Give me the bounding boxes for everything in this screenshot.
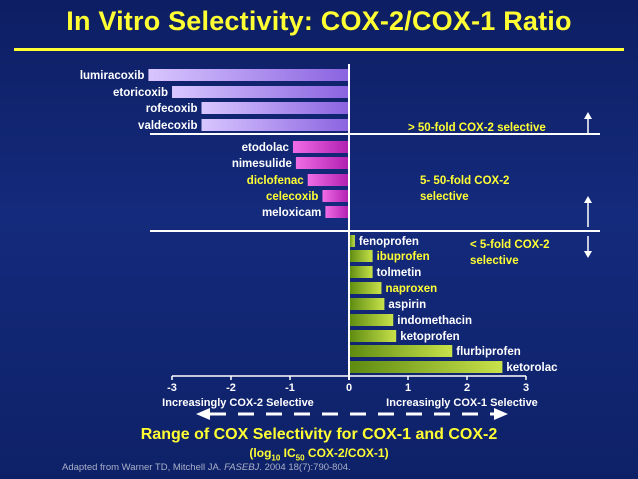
bar-label-ketorolac: ketorolac (506, 362, 558, 374)
bar-ibuprofen (349, 250, 373, 262)
group-label-5-50fold-line-1: 5- 50-fold COX-2 (420, 175, 509, 187)
bar-flurbiprofen (349, 345, 453, 357)
group-label-5-50fold-line-2: selective (420, 191, 469, 203)
subcaption-sub2: 50 (295, 453, 305, 463)
bar-etoricoxib (172, 86, 349, 98)
slide-title: In Vitro Selectivity: COX-2/COX-1 Ratio (66, 6, 572, 36)
x-tick-label: -1 (285, 382, 295, 394)
x-tick-label: -3 (167, 382, 177, 394)
bar-label-fenoprofen: fenoprofen (359, 236, 419, 248)
bar-label-ketoprofen: ketoprofen (400, 331, 459, 343)
source-journal: FASEBJ (224, 462, 260, 473)
bar-label-tolmetin: tolmetin (377, 267, 422, 279)
x-tick-label: 3 (523, 382, 529, 394)
bar-ketoprofen (349, 330, 397, 342)
bar-rofecoxib (201, 102, 349, 114)
bar-label-nimesulide: nimesulide (232, 158, 292, 170)
bar-label-etodolac: etodolac (242, 142, 290, 154)
axis-right-label: Increasingly COX-1 Selective (386, 397, 538, 409)
bar-label-aspirin: aspirin (388, 299, 426, 311)
group-label-50fold: > 50-fold COX-2 selective (408, 122, 546, 134)
bar-etodolac (292, 141, 349, 153)
x-tick-label: 1 (405, 382, 411, 394)
arrow-right-head (494, 408, 508, 420)
bar-label-diclofenac: diclofenac (247, 175, 304, 187)
source-citation: Adapted from Warner TD, Mitchell JA. FAS… (62, 462, 351, 473)
bar-aspirin (349, 298, 385, 310)
group-arrow-50fold-head (584, 112, 592, 119)
arrow-left-head (196, 408, 210, 420)
group-label-under5fold-line-1: < 5-fold COX-2 (470, 239, 550, 251)
bar-valdecoxib (201, 119, 349, 131)
bar-nimesulide (295, 157, 349, 169)
bar-ketorolac (349, 361, 503, 373)
bar-meloxicam (325, 206, 349, 218)
title-rule (14, 48, 624, 51)
bar-celecoxib (322, 190, 349, 202)
x-tick-label: 2 (464, 382, 470, 394)
x-tick-label: -2 (226, 382, 236, 394)
source-suffix: . 2004 18(7):790-804. (259, 462, 351, 473)
bar-fenoprofen (349, 235, 355, 247)
subcaption-mid: IC (280, 446, 296, 460)
bar-label-ibuprofen: ibuprofen (377, 251, 430, 263)
group-arrow-5-50fold-down-head (584, 251, 592, 258)
axis-left-label: Increasingly COX-2 Selective (162, 397, 314, 409)
subcaption-pre: (log (249, 446, 272, 460)
bar-label-valdecoxib: valdecoxib (138, 120, 197, 132)
bar-indomethacin (349, 314, 394, 326)
bar-label-rofecoxib: rofecoxib (146, 103, 198, 115)
group-label-under5fold-line-2: selective (470, 255, 519, 267)
subcaption-post: COX-2/COX-1) (304, 446, 389, 460)
bar-label-etoricoxib: etoricoxib (113, 87, 168, 99)
subcaption-sub1: 10 (271, 453, 281, 463)
bar-lumiracoxib (148, 69, 349, 81)
chart-caption: Range of COX Selectivity for COX-1 and C… (140, 426, 498, 443)
bar-tolmetin (349, 266, 373, 278)
bar-naproxen (349, 282, 382, 294)
x-tick-label: 0 (346, 382, 352, 394)
source-prefix: Adapted from Warner TD, Mitchell JA. (62, 462, 225, 473)
bar-label-lumiracoxib: lumiracoxib (80, 70, 145, 82)
bar-label-meloxicam: meloxicam (262, 207, 321, 219)
bar-diclofenac (307, 174, 349, 186)
bar-label-flurbiprofen: flurbiprofen (456, 346, 521, 358)
group-arrow-5-50fold-up-head (584, 196, 592, 203)
bar-label-indomethacin: indomethacin (397, 315, 472, 327)
bar-label-celecoxib: celecoxib (266, 191, 318, 203)
bar-label-naproxen: naproxen (385, 283, 437, 295)
chart-subcaption: (log10 IC50 COX-2/COX-1) (0, 446, 638, 462)
